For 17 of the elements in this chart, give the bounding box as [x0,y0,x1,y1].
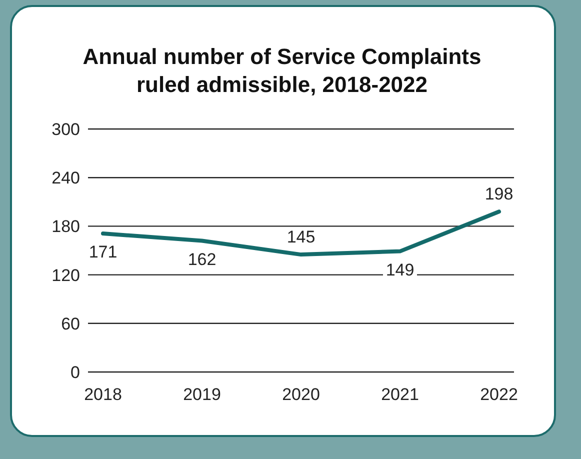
x-tick-label: 2022 [480,385,518,404]
data-label: 149 [386,260,414,280]
chart-title: Annual number of Service Complaints ruled admissible, 2018-2022 [82,43,482,99]
x-tick-label: 2021 [381,385,419,404]
y-tick-label: 120 [52,266,80,285]
data-label: 198 [484,184,514,204]
y-tick-label: 180 [52,217,80,236]
y-tick-label: 0 [70,363,80,382]
data-label: 145 [286,228,316,247]
y-tick-label: 60 [61,314,80,334]
x-tick-label: 2020 [282,385,320,404]
data-label: 171 [88,242,118,262]
data-label: 162 [188,250,216,269]
y-tick-label: 240 [52,168,80,188]
y-tick-label: 300 [52,120,80,140]
x-tick-label: 2018 [84,385,122,404]
x-tick-label: 2019 [183,385,221,404]
